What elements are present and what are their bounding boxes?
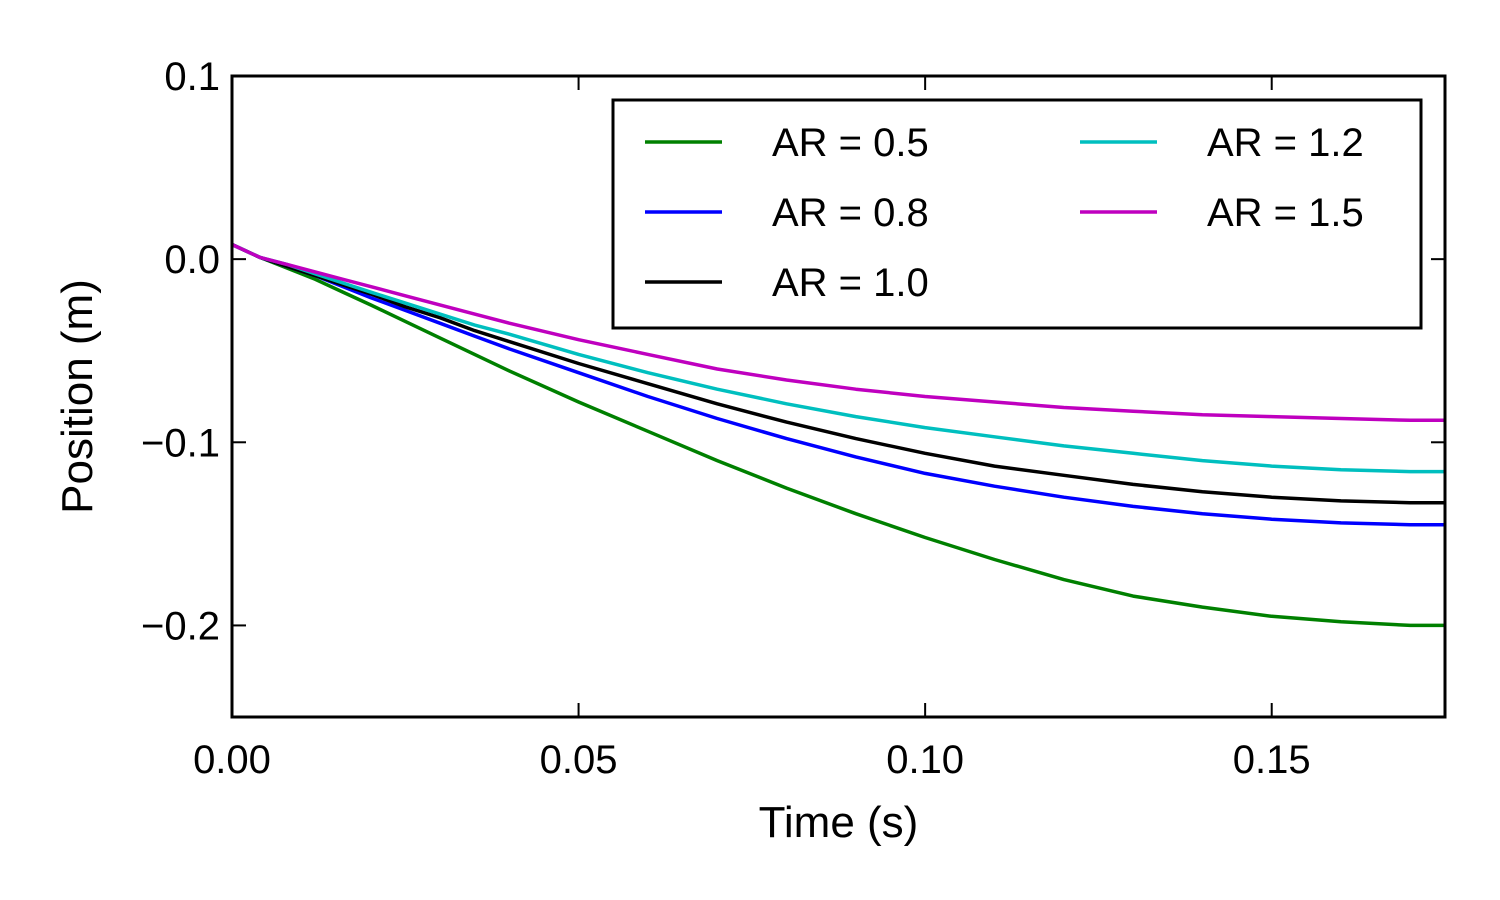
x-tick-label: 0.05 [540, 738, 618, 782]
x-tick-label: 0.15 [1233, 738, 1311, 782]
y-axis-label: Position (m) [53, 279, 102, 514]
legend-label-0: AR = 0.5 [772, 121, 929, 165]
x-axis-label: Time (s) [759, 798, 919, 847]
tick-marks [231, 75, 1445, 717]
y-tick-label: 0.1 [164, 55, 220, 99]
legend-label-3: AR = 1.2 [1207, 121, 1364, 165]
y-tick-label: −0.1 [141, 421, 220, 465]
series-line-4 [231, 242, 1445, 423]
legend: AR = 0.5 AR = 0.8 AR = 1.0 AR = 1.2 AR = 1.5 [611, 98, 1423, 330]
x-tick-label: 0.10 [886, 738, 964, 782]
legend-box [611, 98, 1423, 330]
legend-label-2: AR = 1.0 [772, 261, 929, 305]
y-tick-label: −0.2 [141, 604, 220, 648]
series-line-0 [231, 242, 1445, 628]
y-tick-label: 0.0 [164, 238, 220, 282]
legend-label-1: AR = 0.8 [772, 191, 929, 235]
series-lines [231, 242, 1445, 628]
legend-label-4: AR = 1.5 [1207, 191, 1364, 235]
x-tick-label: 0.00 [193, 738, 271, 782]
tick-labels: 0.00 0.05 0.10 0.15 0.1 0.0 −0.1 −0.2 [141, 55, 1311, 782]
plot-frame [230, 74, 1447, 719]
series-line-3 [231, 242, 1445, 474]
